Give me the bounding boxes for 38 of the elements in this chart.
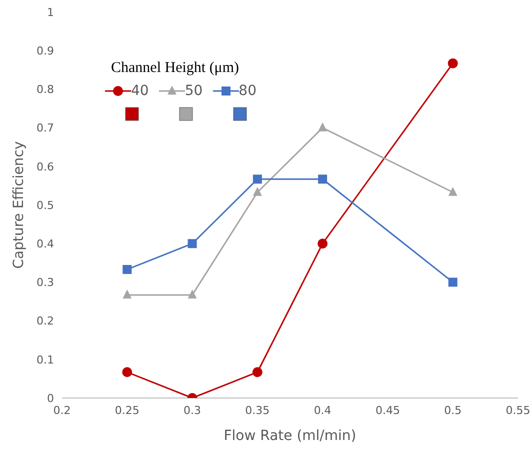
point: [448, 186, 458, 196]
point: [188, 239, 197, 248]
point: [252, 186, 262, 196]
point: [122, 264, 132, 274]
y-tick-label: 0.1: [36, 353, 54, 366]
x-tick-label: 0.45: [375, 404, 400, 417]
legend-label: 80: [238, 83, 256, 99]
x-tick-label: 0.3: [184, 404, 202, 417]
x-tick-label: 0.5: [444, 404, 462, 417]
point: [318, 238, 328, 249]
point: [188, 290, 197, 299]
y-tick-label: 0: [47, 392, 54, 405]
y-tick-label: 0.4: [36, 238, 54, 251]
legend-label: 40: [131, 83, 149, 99]
x-tick-label: 0.25: [114, 404, 140, 417]
x-axis-title: Flow Rate (ml/min): [224, 428, 356, 444]
y-axis-title: Capture Efficiency: [10, 141, 27, 269]
point: [318, 122, 328, 132]
y-tick-label: 0.2: [36, 314, 54, 328]
y-tick-label: 0.7: [36, 122, 54, 135]
legend-label: 50: [184, 83, 203, 99]
y-tick-label: 0.3: [36, 276, 54, 290]
point: [122, 367, 132, 378]
legend-title: Channel Height (μm): [111, 60, 240, 77]
point: [252, 174, 262, 184]
y-tick-label: 1: [47, 6, 54, 19]
y-tick-label: 0.9: [36, 44, 54, 58]
point: [252, 367, 262, 378]
x-tick-label: 0.4: [314, 404, 332, 417]
point: [448, 278, 458, 287]
x-tick-label: 0.35: [245, 404, 270, 417]
point: [122, 290, 132, 299]
y-tick-label: 0.8: [36, 83, 54, 96]
y-tick-label: 0.5: [36, 198, 54, 212]
x-tick-label: 0.55: [506, 404, 530, 417]
point: [448, 58, 458, 68]
y-tick-label: 0.6: [36, 160, 54, 174]
point: [318, 174, 328, 184]
